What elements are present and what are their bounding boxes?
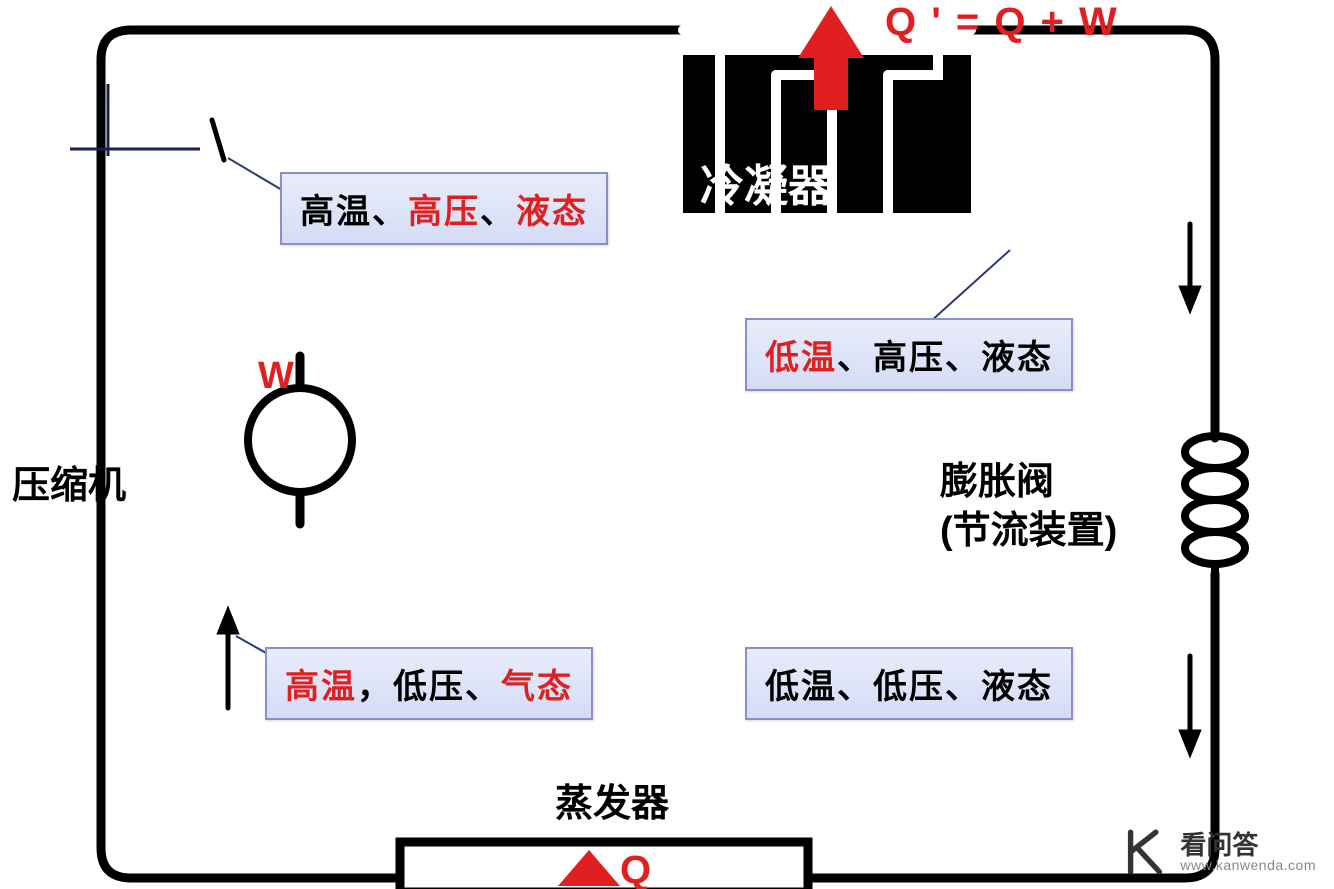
axis-ticks [70,84,200,156]
state-box-top-left: 高温、高压、液态 [280,172,608,245]
pipe-loop [0,0,1334,889]
evaporator-label: 蒸发器 [555,780,669,829]
expansion-coil [1185,436,1245,574]
state-box-bottom-right: 低温、低压、液态 [745,647,1073,720]
watermark-logo-icon [1118,825,1172,879]
watermark: 看问答 www.kanwenda.com [1118,825,1316,879]
watermark-en: www.kanwenda.com [1180,858,1316,872]
formula-q-prime: Q ' = Q + W [885,0,1119,45]
exp-line1: 膨胀阀 [940,461,1054,503]
compressor-label: 压缩机 [12,462,126,511]
state-box-bottom-left: 高温，低压、气态 [265,647,593,720]
compressor-circle [248,388,352,492]
state-box-top-right: 低温、高压、液态 [745,318,1073,391]
watermark-cn: 看问答 [1180,832,1316,858]
heat-q-label: Q [620,848,651,889]
condenser-label: 冷凝器 [700,150,832,214]
exp-line2: (节流装置) [940,510,1117,552]
diagram-canvas: Q ' = Q + W 冷凝器 压缩机 W 膨胀阀 (节流装置) 蒸发器 Q 高… [0,0,1334,889]
expansion-valve-label: 膨胀阀 (节流装置) [940,458,1117,557]
work-w-label: W [258,355,294,398]
